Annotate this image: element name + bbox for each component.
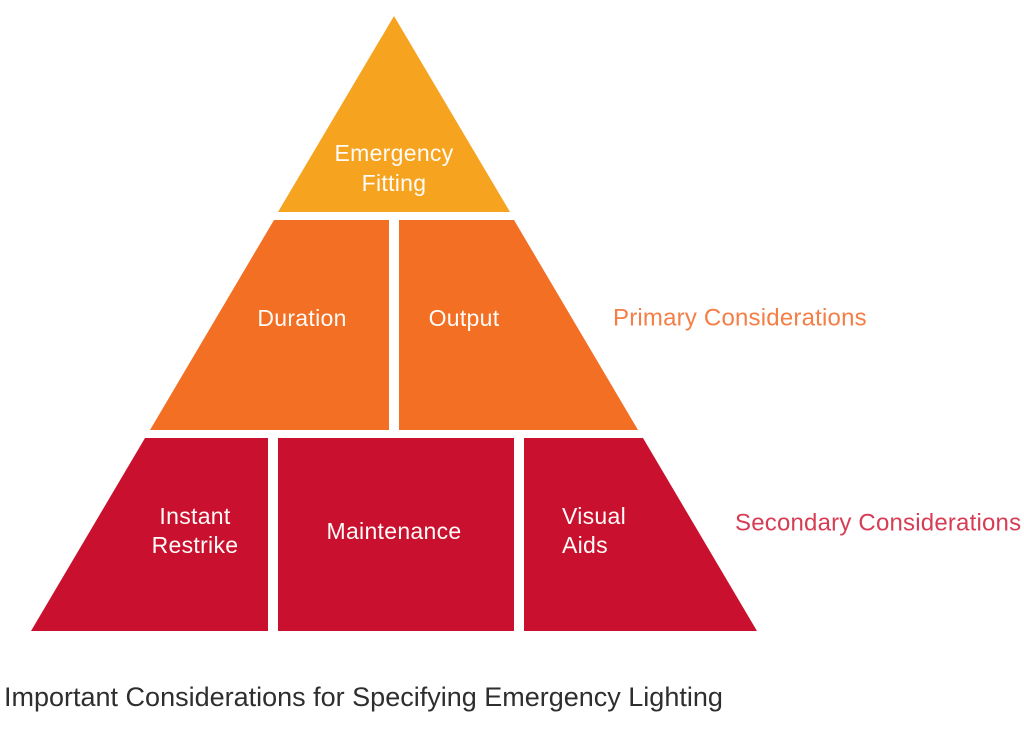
- tier3-visual-aids-segment: [524, 438, 757, 631]
- tier3-maintenance-label: Maintenance: [327, 518, 462, 544]
- tier3-visual-aids-label-line2: Aids: [562, 532, 608, 558]
- tier3-instant-restrike-segment: [31, 438, 268, 631]
- tier1-label-line1: Emergency: [334, 140, 453, 166]
- tier1-label-line2: Fitting: [362, 170, 427, 196]
- tier2-output-segment: [399, 220, 638, 430]
- secondary-considerations-label: Secondary Considerations: [735, 510, 1021, 537]
- tier2-duration-label: Duration: [257, 305, 346, 331]
- primary-considerations-label: Primary Considerations: [613, 305, 867, 332]
- tier3-instant-restrike-label-line2: Restrike: [152, 532, 239, 558]
- tier3-visual-aids-label-line1: Visual: [562, 503, 626, 529]
- tier2-output-label: Output: [429, 305, 500, 331]
- tier2-duration-segment: [150, 220, 389, 430]
- tier3-maintenance-segment: [278, 438, 514, 631]
- diagram-caption: Important Considerations for Specifying …: [4, 682, 723, 712]
- tier3-instant-restrike-label-line1: Instant: [159, 503, 230, 529]
- tier1-emergency-fitting-segment: [278, 16, 510, 212]
